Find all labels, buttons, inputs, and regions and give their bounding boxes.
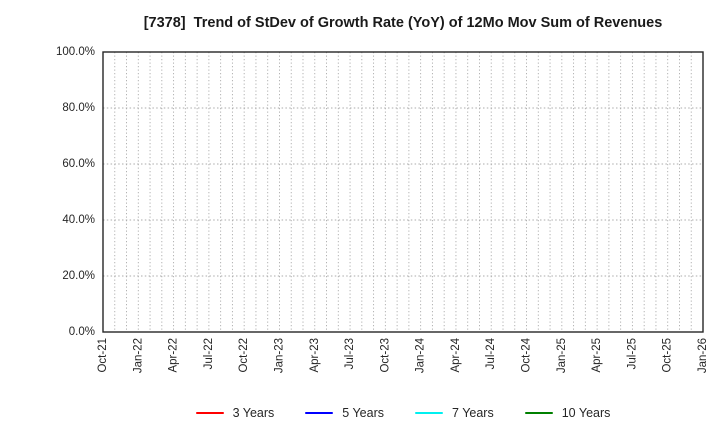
- y-tick-label: 100.0%: [56, 46, 95, 58]
- legend-item-5-years: 5 Years: [305, 406, 384, 420]
- y-tick-label: 60.0%: [62, 158, 95, 170]
- x-tick-label: Apr-24: [450, 337, 462, 372]
- y-tick-label: 40.0%: [62, 214, 95, 226]
- y-tick-label: 80.0%: [62, 102, 95, 114]
- legend-item-10-years: 10 Years: [524, 406, 611, 420]
- legend-line-swatch: [195, 411, 224, 415]
- legend-item-3-years: 3 Years: [195, 406, 275, 420]
- legend-label: 7 Years: [452, 406, 494, 420]
- x-tick-label: Jul-23: [344, 338, 356, 369]
- x-tick-label: Jan-24: [415, 337, 427, 373]
- y-tick-label: 20.0%: [62, 270, 95, 282]
- x-tick-label: Jan-22: [132, 338, 144, 373]
- x-tick-label: Jul-22: [203, 338, 215, 369]
- legend-item-7-years: 7 Years: [415, 406, 494, 420]
- legend-line-swatch: [415, 411, 444, 415]
- x-tick-label: Jan-26: [697, 338, 709, 373]
- chart-title: [7378] Trend of StDev of Growth Rate (Yo…: [143, 15, 663, 31]
- x-tick-label: Apr-23: [309, 338, 321, 373]
- legend-line-swatch: [524, 411, 553, 415]
- x-tick-label: Oct-25: [662, 338, 674, 373]
- x-tick-label: Oct-24: [521, 337, 533, 372]
- legend-label: 10 Years: [561, 406, 611, 420]
- legend-label: 3 Years: [232, 406, 275, 420]
- x-tick-label: Oct-23: [379, 338, 391, 373]
- x-tick-label: Oct-21: [97, 338, 109, 373]
- legend: 3 Years 5 Years 7 Years 10 Years: [103, 403, 703, 423]
- x-tick-label: Apr-25: [591, 338, 603, 373]
- x-tick-label: Oct-22: [238, 338, 250, 373]
- x-tick-label: Jul-25: [626, 338, 638, 369]
- x-tick-label: Apr-22: [168, 338, 180, 373]
- legend-label: 5 Years: [342, 406, 385, 420]
- x-tick-label: Jul-24: [485, 337, 497, 369]
- y-tick-label: 0.0%: [69, 326, 95, 338]
- x-tick-label: Jan-25: [556, 338, 568, 373]
- x-tick-label: Jan-23: [273, 338, 285, 373]
- legend-line-swatch: [305, 411, 334, 415]
- plot-border: [102, 51, 704, 333]
